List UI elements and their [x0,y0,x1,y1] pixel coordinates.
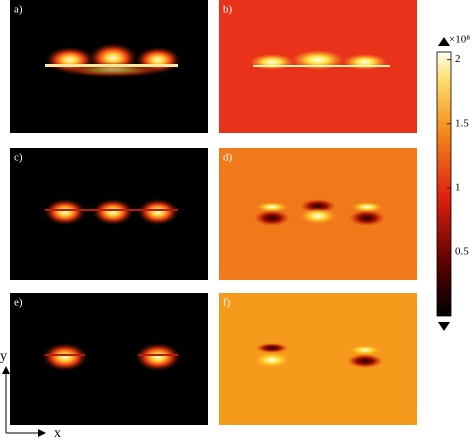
panel-label: a) [14,4,23,16]
panel-label: b) [223,4,233,16]
panel-d: d) [219,148,417,280]
colorbar-tick-label: 1.5 [455,117,469,129]
panel-a: a) [10,0,208,133]
panel-f: f) [219,293,417,425]
y-axis-label: y [0,349,7,364]
panel-e: e) [10,293,208,425]
panel-label: f) [223,297,231,309]
colorbar-exponent: ×10⁸ [449,34,470,46]
colorbar-tick-label: 1 [455,181,461,193]
axes-indicator: y x [0,349,61,440]
panel-label: e) [14,297,23,309]
panel-label: d) [223,152,233,164]
panel-c: c) [10,148,208,280]
colorbar: ×10⁸ 0.5 1 1.5 2 [436,34,470,331]
panel-label: c) [14,152,23,164]
panel-b: b) [219,0,417,133]
colorbar-tick-label: 2 [455,53,461,65]
colorbar-tick-label: 0.5 [455,245,469,257]
x-axis-label: x [54,426,61,440]
